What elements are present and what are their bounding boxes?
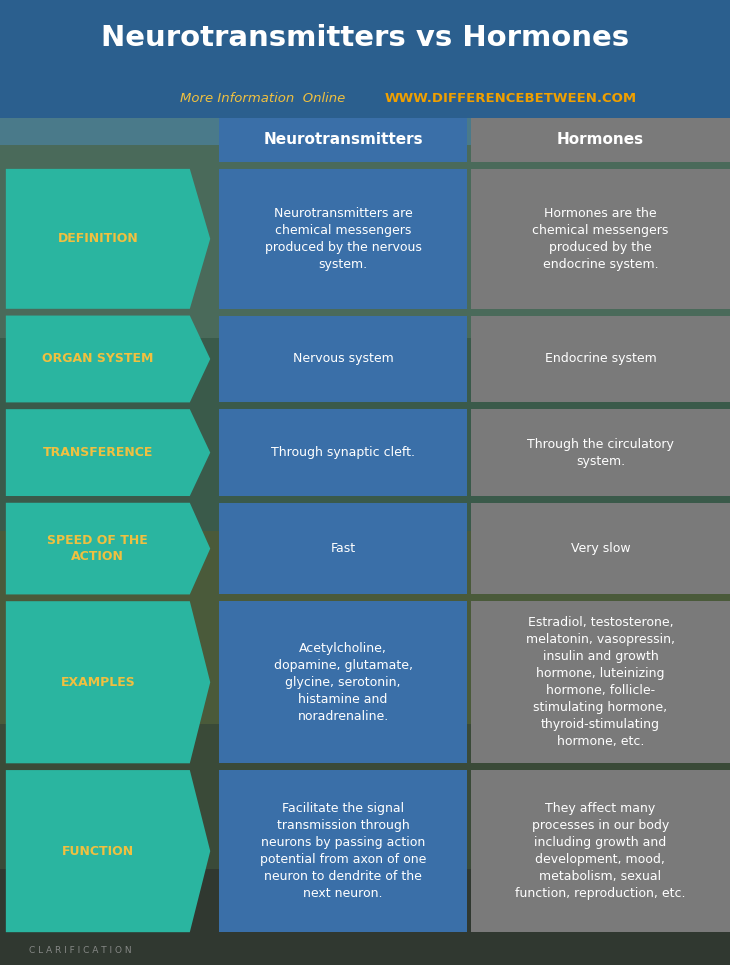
Text: Hormones: Hormones	[557, 132, 644, 148]
Bar	[0, 724, 730, 868]
Text: Through the circulatory
system.: Through the circulatory system.	[527, 437, 674, 468]
Bar	[471, 409, 730, 496]
Bar	[0, 0, 730, 79]
Text: Acetylcholine,
dopamine, glutamate,
glycine, serotonin,
histamine and
noradrenal: Acetylcholine, dopamine, glutamate, glyc…	[274, 642, 412, 723]
Bar	[471, 503, 730, 594]
Bar	[471, 169, 730, 309]
Text: Endocrine system: Endocrine system	[545, 352, 656, 366]
Text: Neurotransmitters vs Hormones: Neurotransmitters vs Hormones	[101, 24, 629, 52]
Text: Nervous system: Nervous system	[293, 352, 393, 366]
Polygon shape	[6, 503, 210, 594]
Text: Estradiol, testosterone,
melatonin, vasopressin,
insulin and growth
hormone, lut: Estradiol, testosterone, melatonin, vaso…	[526, 617, 675, 748]
Bar	[219, 169, 467, 309]
Bar	[219, 601, 467, 763]
Polygon shape	[6, 316, 210, 402]
Bar	[0, 0, 730, 145]
Bar	[471, 316, 730, 402]
Polygon shape	[6, 169, 210, 309]
Bar	[219, 503, 467, 594]
Text: TRANSFERENCE: TRANSFERENCE	[42, 446, 153, 459]
Text: WWW.DIFFERENCEBETWEEN.COM: WWW.DIFFERENCEBETWEEN.COM	[385, 92, 637, 105]
Text: Facilitate the signal
transmission through
neurons by passing action
potential f: Facilitate the signal transmission throu…	[260, 802, 426, 900]
Text: Through synaptic cleft.: Through synaptic cleft.	[271, 446, 415, 459]
Text: C L A R I F I C A T I O N: C L A R I F I C A T I O N	[29, 947, 132, 955]
Bar	[219, 770, 467, 932]
Polygon shape	[6, 601, 210, 763]
Bar	[0, 338, 730, 531]
Polygon shape	[6, 409, 210, 496]
Text: ORGAN SYSTEM: ORGAN SYSTEM	[42, 352, 153, 366]
Text: Hormones are the
chemical messengers
produced by the
endocrine system.: Hormones are the chemical messengers pro…	[532, 207, 669, 271]
Bar	[219, 316, 467, 402]
Text: FUNCTION: FUNCTION	[62, 844, 134, 858]
Bar	[219, 118, 467, 162]
Text: DEFINITION: DEFINITION	[58, 233, 138, 245]
Text: SPEED OF THE
ACTION: SPEED OF THE ACTION	[47, 534, 148, 564]
Bar	[471, 770, 730, 932]
Bar	[0, 868, 730, 965]
Text: More Information  Online: More Information Online	[180, 92, 345, 105]
Text: Very slow: Very slow	[571, 542, 630, 555]
Bar	[471, 118, 730, 162]
Text: Fast: Fast	[331, 542, 356, 555]
Bar	[219, 409, 467, 496]
Polygon shape	[6, 770, 210, 932]
Text: EXAMPLES: EXAMPLES	[61, 676, 135, 689]
Bar	[0, 145, 730, 338]
Text: They affect many
processes in our body
including growth and
development, mood,
m: They affect many processes in our body i…	[515, 802, 685, 900]
Bar	[471, 601, 730, 763]
Text: Neurotransmitters: Neurotransmitters	[264, 132, 423, 148]
Text: Neurotransmitters are
chemical messengers
produced by the nervous
system.: Neurotransmitters are chemical messenger…	[265, 207, 421, 271]
Bar	[0, 531, 730, 724]
Bar	[0, 79, 730, 118]
